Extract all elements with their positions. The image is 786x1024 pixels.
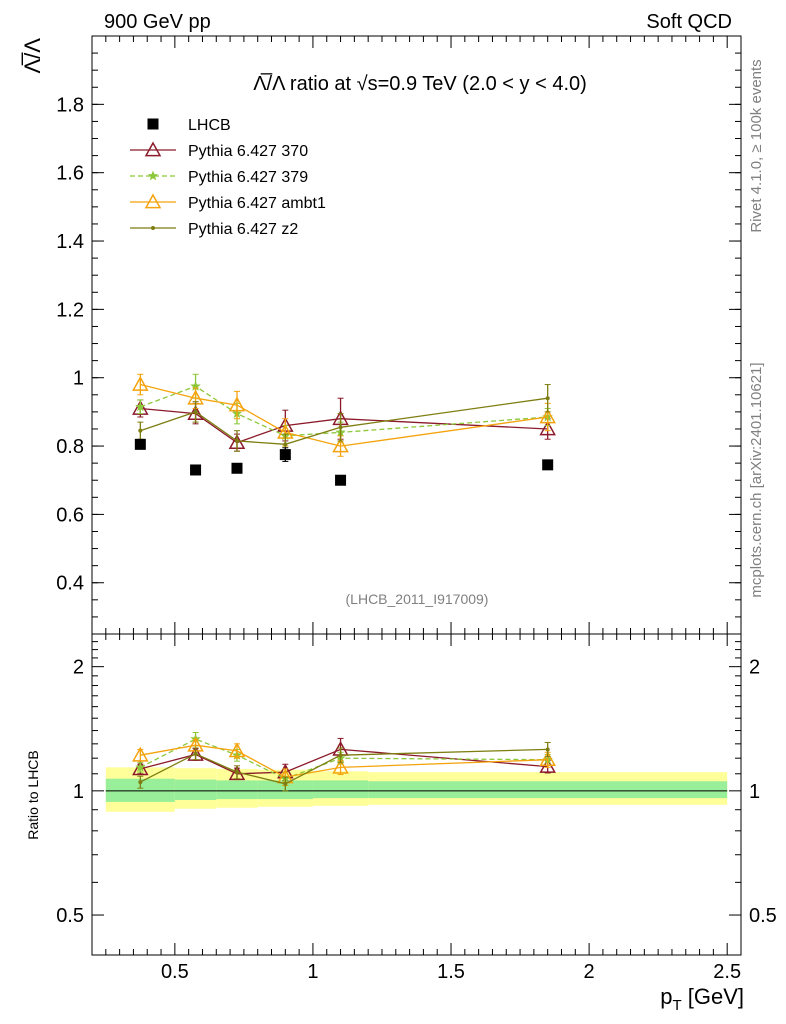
ratio-y-tick-label-right: 1 [749, 781, 760, 803]
legend-marker-lhcb [147, 118, 159, 130]
rivet-label: Rivet 4.1.0, ≥ 100k events [748, 59, 765, 232]
analysis-watermark: (LHCB_2011_I917009) [346, 591, 489, 607]
main-point-pythia-6-427-ambt1 [539, 408, 556, 424]
ratio-line-pythia-6-427-370 [140, 748, 548, 775]
main-y-tick-label: 0.8 [56, 436, 84, 458]
ratio-y-tick-label: 0.5 [56, 905, 84, 927]
ratio-band-green [368, 781, 728, 799]
main-y-tick-label: 1.8 [56, 94, 84, 116]
ratio-point-pythia-6-427-z2 [193, 751, 198, 756]
main-point-lhcb [542, 459, 554, 471]
ratio-plot-frame [91, 633, 742, 956]
ratio-point-pythia-6-427-ambt1 [539, 751, 556, 767]
main-series-pythia-6-427-ambt1 [132, 373, 556, 457]
main-y-tick-label: 1.6 [56, 163, 84, 185]
main-ylabel: Λ̅/Λ [20, 38, 45, 74]
ratio-point-pythia-6-427-z2 [138, 780, 143, 785]
ratio-band-green [174, 779, 217, 801]
ratio-point-pythia-6-427-379 [135, 761, 146, 772]
main-point-lhcb [335, 474, 347, 486]
ratio-line-pythia-6-427-z2 [140, 748, 548, 785]
ratio-y-tick-label-right: 0.5 [749, 905, 777, 927]
x-axis-label: pT [GeV] [660, 984, 744, 1014]
main-point-pythia-6-427-z2 [193, 409, 198, 414]
ratio-line-pythia-6-427-379 [140, 738, 548, 780]
ratio-series-pythia-6-427-z2 [137, 741, 551, 792]
main-point-lhcb [279, 449, 291, 461]
main-point-pythia-6-427-z2 [234, 438, 239, 443]
main-line-pythia-6-427-ambt1 [140, 383, 548, 447]
main-point-pythia-6-427-ambt1 [332, 437, 349, 453]
ratio-point-pythia-6-427-z2 [234, 770, 239, 775]
ratio-point-pythia-6-427-370 [132, 760, 149, 776]
main-point-pythia-6-427-ambt1 [228, 396, 246, 412]
legend-label-pythia-6-427-ambt1: Pythia 6.427 ambt1 [188, 195, 326, 212]
legend-label-pythia-6-427-z2: Pythia 6.427 z2 [188, 221, 298, 238]
main-point-lhcb [231, 462, 243, 474]
ratio-ylabel: Ratio to LHCB [25, 750, 41, 839]
header-left: 900 GeV pp [104, 11, 211, 33]
main-y-tick-label: 1 [73, 368, 84, 390]
main-line-pythia-6-427-379 [140, 385, 548, 437]
legend-marker-pythia-6-427-z2 [151, 226, 155, 230]
mcplots-label: mcplots.cern.ch [arXiv:2401.10621] [748, 362, 765, 597]
main-title: Λ̅/Λ ratio at √s=0.9 TeV (2.0 < y < 4.0) [253, 72, 587, 95]
main-point-pythia-6-427-z2 [283, 442, 288, 447]
main-series-lhcb [134, 438, 554, 486]
ratio-band-green [312, 780, 369, 799]
ratio-x-tick-label: 1.5 [437, 961, 465, 983]
main-point-pythia-6-427-379 [135, 401, 146, 412]
ratio-band-green [216, 780, 258, 800]
main-point-pythia-6-427-z2 [545, 396, 550, 401]
ratio-line-pythia-6-427-ambt1 [140, 744, 548, 778]
main-y-tick-label: 0.4 [56, 573, 84, 595]
ratio-x-tick-label: 2.5 [713, 961, 741, 983]
ratio-plot: 0.5 0.5 1 1 2 2 0.5 1 1.5 2 2.5 Ratio to LHCB pT … [25, 633, 777, 1014]
main-y-tick-label: 1.2 [56, 299, 84, 321]
legend-label-lhcb: LHCB [188, 117, 231, 134]
legend-marker-pythia-6-427-370 [144, 141, 162, 157]
main-point-lhcb [190, 464, 202, 476]
legend-label-pythia-6-427-379: Pythia 6.427 379 [188, 169, 308, 186]
main-point-pythia-6-427-ambt1 [132, 376, 149, 391]
legend-marker-pythia-6-427-ambt1 [144, 193, 162, 209]
main-point-pythia-6-427-z2 [338, 425, 343, 430]
ratio-x-tick-label: 1 [307, 961, 318, 983]
ratio-x-tick-label: 0.5 [161, 961, 189, 983]
legend: LHCB Pythia 6.427 370 Pythia 6.427 379 Pyth… [130, 117, 326, 238]
ratio-point-pythia-6-427-ambt1 [228, 742, 246, 758]
header-right: Soft QCD [646, 11, 732, 33]
ratio-x-tick-label: 2 [584, 961, 595, 983]
ratio-band-green [105, 778, 175, 802]
ratio-y-tick-label: 1 [73, 781, 84, 803]
main-point-pythia-6-427-z2 [138, 428, 143, 433]
ratio-point-pythia-6-427-ambt1 [332, 758, 349, 774]
main-line-pythia-6-427-z2 [140, 397, 548, 445]
main-point-pythia-6-427-370 [539, 420, 556, 436]
ratio-point-pythia-6-427-ambt1 [132, 746, 149, 762]
main-line-pythia-6-427-370 [140, 407, 548, 444]
ratio-point-pythia-6-427-z2 [283, 781, 288, 786]
ratio-y-tick-label-right: 2 [749, 657, 760, 679]
legend-label-pythia-6-427-370: Pythia 6.427 370 [188, 143, 308, 160]
ratio-point-pythia-6-427-z2 [338, 753, 343, 758]
main-plot: 0.4 0.6 0.8 1 1.2 1.4 1.6 1.8 Λ̅/Λ ratio at √s=… [20, 35, 742, 635]
ratio-point-pythia-6-427-z2 [545, 747, 550, 752]
main-y-tick-label: 1.4 [56, 231, 84, 253]
ratio-y-tick-label: 2 [73, 657, 84, 679]
main-y-tick-label: 0.6 [56, 504, 84, 526]
main-point-lhcb [134, 438, 146, 450]
main-point-pythia-6-427-379 [190, 380, 201, 391]
legend-marker-pythia-6-427-379 [147, 170, 159, 181]
